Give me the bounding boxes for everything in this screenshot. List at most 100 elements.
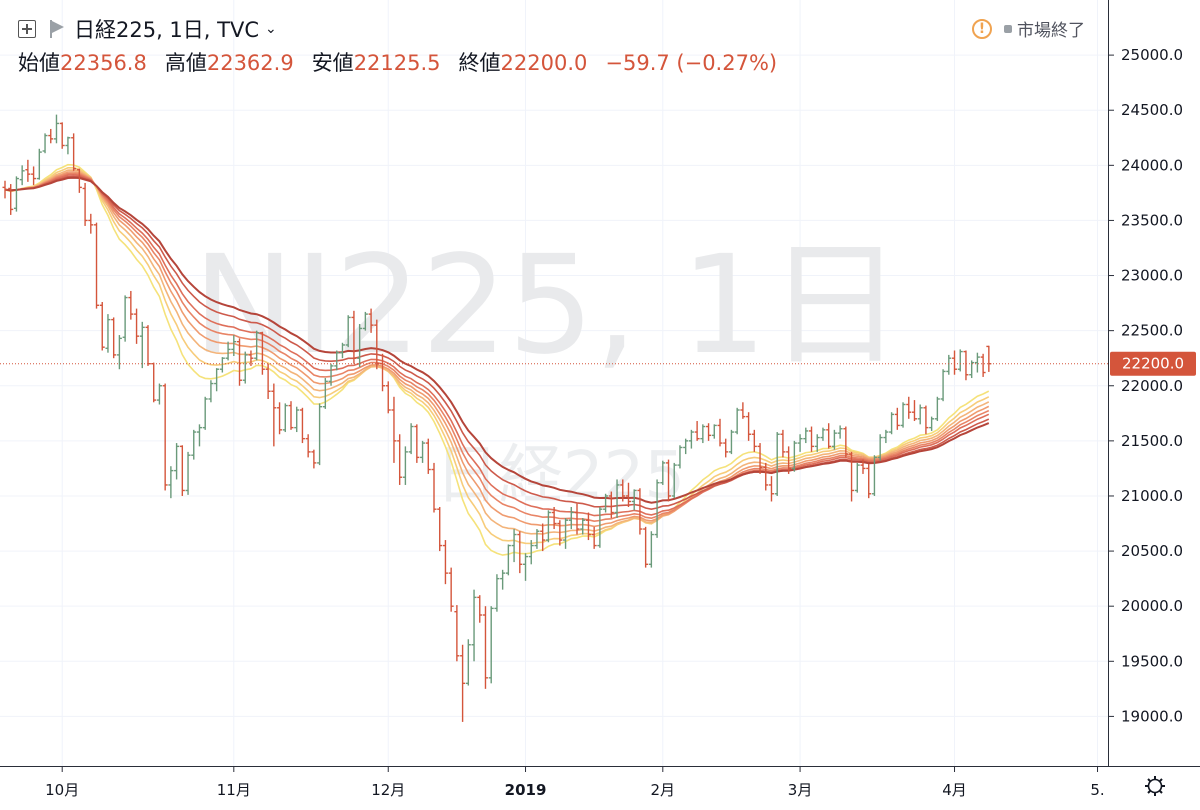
candle[interactable] — [471, 589, 477, 662]
candle[interactable] — [809, 426, 815, 452]
candle[interactable] — [911, 400, 917, 422]
candle[interactable] — [174, 443, 180, 480]
candle[interactable] — [877, 434, 883, 461]
candle[interactable] — [94, 222, 100, 309]
candle[interactable] — [940, 369, 946, 402]
candle[interactable] — [328, 363, 334, 386]
candle[interactable] — [482, 606, 488, 689]
candle[interactable] — [540, 523, 546, 552]
candle[interactable] — [837, 425, 843, 439]
candle[interactable] — [505, 544, 511, 576]
candle[interactable] — [122, 295, 128, 342]
candle[interactable] — [917, 404, 923, 425]
candle[interactable] — [448, 567, 454, 612]
candle[interactable] — [357, 324, 363, 368]
candle[interactable] — [791, 440, 797, 472]
candle[interactable] — [585, 512, 591, 541]
candle[interactable] — [774, 432, 780, 496]
candle[interactable] — [59, 122, 65, 149]
candle[interactable] — [637, 488, 643, 535]
candle[interactable] — [700, 424, 706, 444]
candle[interactable] — [843, 426, 849, 458]
candle[interactable] — [797, 434, 803, 452]
candle[interactable] — [511, 529, 517, 563]
candle[interactable] — [723, 438, 729, 458]
candle[interactable] — [563, 518, 569, 549]
candle[interactable] — [740, 402, 746, 419]
candle[interactable] — [8, 184, 14, 215]
candle[interactable] — [694, 421, 700, 441]
candle[interactable] — [71, 133, 77, 171]
candle[interactable] — [768, 476, 774, 502]
candle[interactable] — [671, 462, 677, 499]
flag-icon[interactable] — [50, 20, 66, 38]
candle[interactable] — [717, 418, 723, 447]
candle[interactable] — [76, 168, 82, 193]
candle[interactable] — [53, 114, 59, 144]
candle[interactable] — [603, 493, 609, 513]
candle[interactable] — [271, 383, 277, 447]
candle[interactable] — [763, 462, 769, 491]
candle[interactable] — [454, 605, 460, 662]
candle[interactable] — [557, 520, 563, 546]
candle[interactable] — [339, 342, 345, 359]
candle[interactable] — [362, 311, 368, 331]
candle[interactable] — [545, 510, 551, 543]
candle[interactable] — [437, 506, 443, 552]
price-axis[interactable]: 25000.0 24500.0 24000.0 23500.0 23000.0 22500… — [1108, 46, 1183, 725]
candle[interactable] — [826, 423, 832, 449]
candles[interactable] — [2, 114, 992, 722]
candle[interactable] — [523, 553, 529, 581]
candle[interactable] — [894, 407, 900, 430]
settings-icon[interactable] — [1145, 776, 1165, 796]
candle[interactable] — [116, 335, 122, 370]
candle[interactable] — [963, 350, 969, 381]
candle[interactable] — [265, 363, 271, 399]
candle[interactable] — [259, 331, 265, 375]
candle[interactable] — [666, 459, 672, 502]
candle[interactable] — [191, 429, 197, 460]
candle[interactable] — [906, 396, 912, 419]
candle[interactable] — [414, 424, 420, 463]
candle[interactable] — [368, 308, 374, 333]
candle[interactable] — [643, 526, 649, 568]
candle[interactable] — [294, 406, 300, 433]
candle[interactable] — [814, 434, 820, 452]
candle[interactable] — [820, 427, 826, 441]
candle[interactable] — [957, 349, 963, 372]
candle[interactable] — [883, 429, 889, 444]
candle[interactable] — [225, 341, 231, 361]
candle[interactable] — [2, 180, 8, 199]
candle[interactable] — [625, 482, 631, 507]
candle[interactable] — [831, 429, 837, 450]
candle[interactable] — [345, 315, 351, 348]
candle[interactable] — [580, 518, 586, 535]
candle[interactable] — [391, 396, 397, 463]
warning-icon[interactable]: ! — [972, 18, 992, 39]
candle[interactable] — [25, 159, 31, 182]
candle[interactable] — [608, 491, 614, 519]
candle[interactable] — [237, 338, 243, 386]
candle[interactable] — [168, 466, 174, 499]
candle[interactable] — [460, 644, 466, 722]
candle[interactable] — [620, 479, 626, 502]
candle[interactable] — [277, 402, 283, 435]
candle[interactable] — [574, 503, 580, 535]
candle[interactable] — [425, 438, 431, 474]
candle[interactable] — [952, 350, 958, 375]
candle[interactable] — [134, 308, 140, 344]
candle[interactable] — [145, 325, 151, 366]
candle[interactable] — [219, 357, 225, 373]
candle[interactable] — [746, 412, 752, 441]
candle[interactable] — [42, 133, 48, 154]
candle[interactable] — [677, 445, 683, 469]
candle[interactable] — [248, 350, 254, 366]
candle[interactable] — [214, 368, 220, 392]
candle[interactable] — [151, 362, 157, 403]
candle[interactable] — [196, 424, 202, 447]
candle[interactable] — [866, 464, 872, 499]
candle[interactable] — [929, 416, 935, 431]
candle[interactable] — [614, 479, 620, 519]
candle[interactable] — [31, 166, 37, 186]
